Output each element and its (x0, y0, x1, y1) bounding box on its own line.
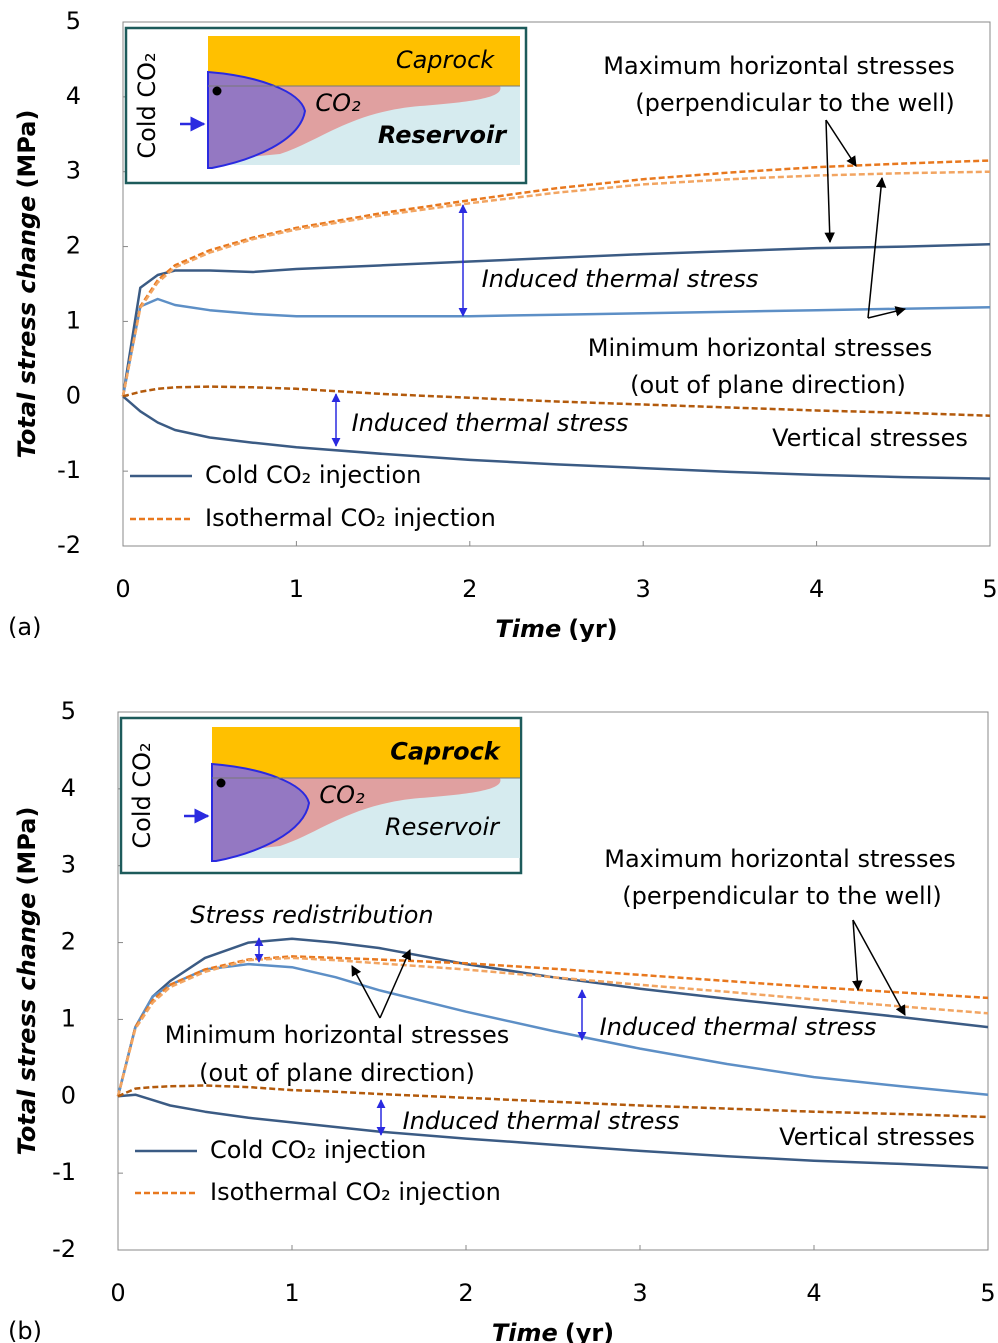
inset-reservoir: Reservoir (385, 813, 501, 841)
y-axis-label-name: Total stress change (13, 196, 41, 459)
annotation: Stress redistribution (190, 901, 433, 929)
x-tick-label: 5 (980, 1279, 995, 1307)
annotation-arrow (852, 919, 906, 1016)
x-axis-label: Time (yr) (495, 615, 617, 643)
series-line (116, 962, 989, 1097)
y-tick-label: 4 (61, 774, 76, 802)
well-point (216, 778, 226, 788)
x-tick-label: 3 (632, 1279, 647, 1307)
series-line (122, 395, 991, 480)
legend-label: Isothermal CO₂ injection (210, 1178, 501, 1206)
x-axis-label: Time (yr) (492, 1319, 614, 1343)
cold-plume (211, 762, 311, 862)
series-line (116, 937, 989, 1097)
x-tick-label: 1 (284, 1279, 299, 1307)
annotation-arrow (867, 306, 907, 319)
y-tick-label: -1 (57, 456, 81, 484)
x-tick-label: 3 (636, 575, 651, 603)
y-axis-label: Total stress change (MPa) (13, 807, 41, 1156)
inset-plume: CO₂ (315, 89, 361, 117)
annotation-arrow (824, 119, 835, 244)
plot-frame (117, 711, 989, 1251)
x-tick-label: 4 (809, 575, 824, 603)
series-line (121, 159, 991, 397)
annotation: Vertical stresses (772, 424, 968, 452)
series-line (121, 297, 991, 397)
legend-label: Isothermal CO₂ injection (205, 504, 496, 532)
y-tick-label: 2 (61, 928, 76, 956)
x-tick-label: 0 (115, 575, 130, 603)
annotation: (out of plane direction) (630, 371, 906, 399)
legend-label: Cold CO₂ injection (210, 1136, 426, 1164)
y-tick-label: 5 (61, 697, 76, 725)
inset-caprock: Caprock (390, 738, 502, 766)
x-tick-label: 2 (462, 575, 477, 603)
annotation: Vertical stresses (779, 1123, 975, 1151)
annotation-arrow (867, 176, 887, 319)
y-tick-label: 5 (66, 7, 81, 35)
y-tick-label: 0 (66, 381, 81, 409)
annotation-arrow (379, 949, 411, 1019)
x-tick-label: 4 (806, 1279, 821, 1307)
inset-injection: Cold CO₂ (133, 52, 161, 158)
annotation-arrow (351, 965, 381, 1019)
annotation: Induced thermal stress (352, 409, 629, 437)
series-line (117, 1084, 989, 1119)
annotation: Induced thermal stress (600, 1013, 877, 1041)
y-tick-label: 2 (66, 232, 81, 260)
y-tick-label: -1 (52, 1158, 76, 1186)
plot-frame (122, 21, 991, 547)
annotation: (perpendicular to the well) (635, 89, 954, 117)
y-axis-label-unit: (MPa) (13, 110, 41, 189)
panel-label: (b) (8, 1317, 42, 1343)
y-tick-label: -2 (57, 531, 81, 559)
panel-label: (a) (8, 613, 41, 641)
y-tick-label: 0 (61, 1081, 76, 1109)
series-line (117, 1093, 989, 1170)
annotation: Minimum horizontal stresses (588, 334, 932, 362)
y-tick-label: 4 (66, 82, 81, 110)
y-tick-label: 3 (66, 157, 81, 185)
series-line (116, 956, 989, 1097)
inset-plume: CO₂ (319, 781, 365, 809)
annotation: (out of plane direction) (199, 1059, 475, 1087)
x-axis-label-unit: (yr) (568, 615, 617, 643)
legend-label: Cold CO₂ injection (205, 461, 421, 489)
caprock (208, 36, 520, 86)
x-axis-label-name: Time (492, 1319, 558, 1343)
annotation: Minimum horizontal stresses (165, 1021, 509, 1049)
annotation: Maximum horizontal stresses (604, 845, 956, 873)
y-tick-label: 1 (66, 306, 81, 334)
annotation-arrow (852, 919, 863, 992)
y-axis-label-unit: (MPa) (13, 807, 41, 886)
x-tick-label: 1 (289, 575, 304, 603)
x-axis-label-unit: (yr) (565, 1319, 614, 1343)
series-line (121, 243, 991, 397)
series-line (121, 170, 991, 397)
x-tick-label: 2 (458, 1279, 473, 1307)
caprock (212, 727, 520, 778)
inset-reservoir: Reservoir (378, 121, 508, 149)
annotation: Induced thermal stress (482, 265, 759, 293)
cold-plume (207, 70, 307, 169)
x-tick-label: 5 (982, 575, 997, 603)
annotation: (perpendicular to the well) (622, 882, 941, 910)
x-tick-label: 0 (110, 1279, 125, 1307)
series-line (116, 955, 989, 1097)
well-point (212, 86, 222, 96)
series-line (122, 385, 991, 417)
y-axis-label: Total stress change (MPa) (13, 110, 41, 459)
y-tick-label: -2 (52, 1235, 76, 1263)
y-axis-label-name: Total stress change (13, 893, 41, 1156)
inset-injection: Cold CO₂ (128, 742, 156, 848)
annotation: Induced thermal stress (403, 1107, 680, 1135)
y-tick-label: 1 (61, 1004, 76, 1032)
x-axis-label-name: Time (495, 615, 561, 643)
y-tick-label: 3 (61, 851, 76, 879)
annotation: Maximum horizontal stresses (603, 52, 955, 80)
inset-caprock: Caprock (396, 46, 495, 74)
annotation-arrow (825, 119, 857, 167)
